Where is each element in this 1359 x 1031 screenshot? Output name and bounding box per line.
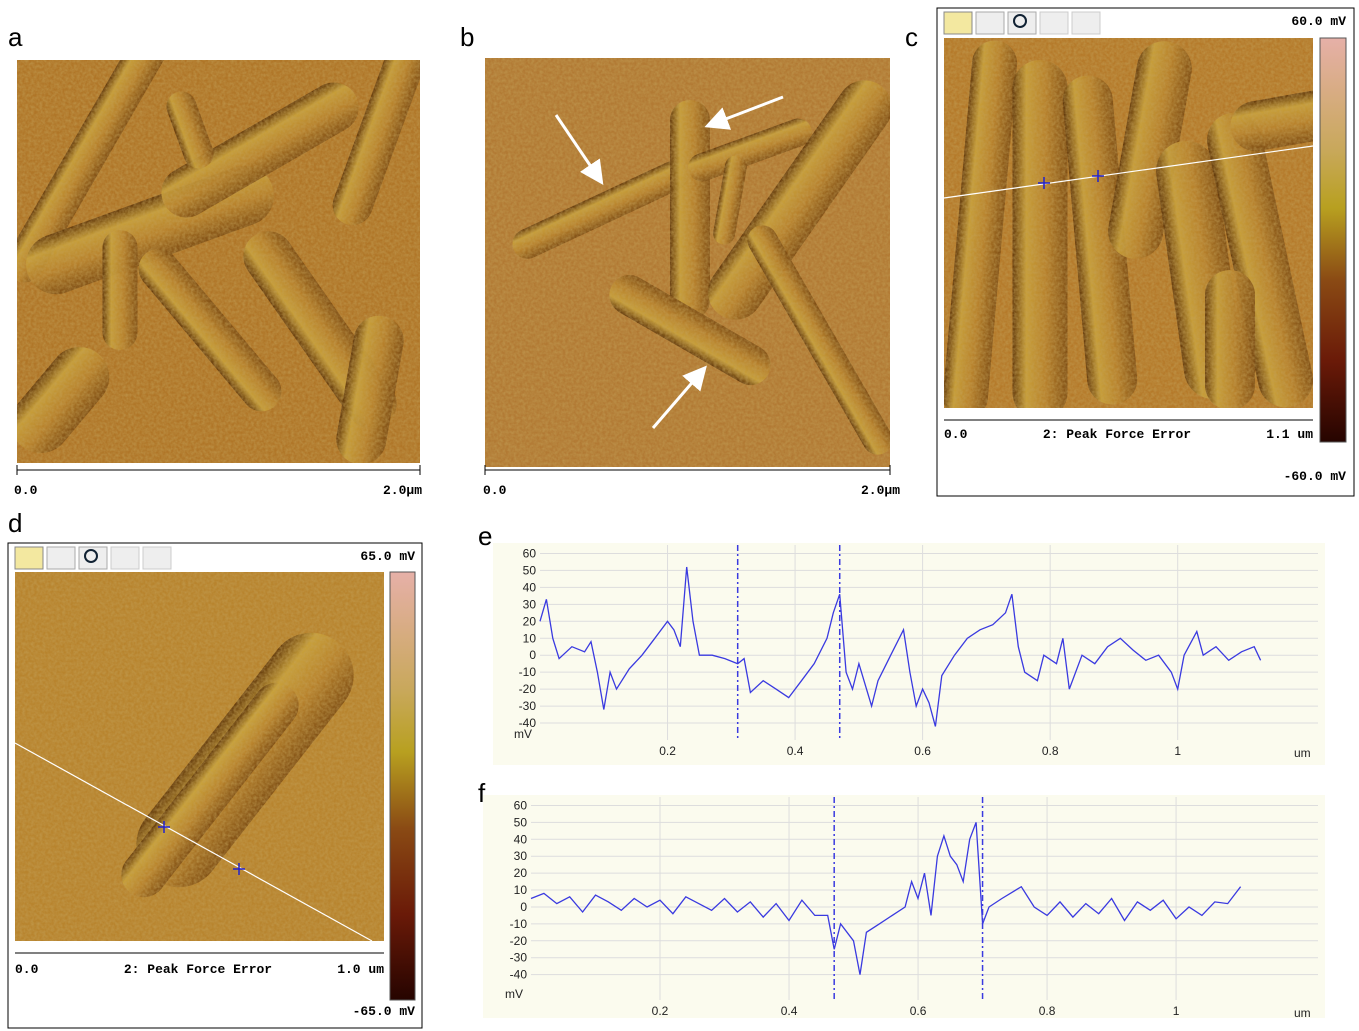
channel: 2: Peak Force Error: [1043, 427, 1191, 442]
x-tick-label: 0.8: [1042, 744, 1059, 758]
y-tick-label: 10: [514, 883, 528, 897]
arrows: [554, 95, 784, 429]
panel-label: c: [905, 22, 918, 52]
cursor-cross: [1038, 170, 1104, 189]
x-tick-label: 0.4: [787, 744, 804, 758]
scale-min: -65.0 mV: [353, 1004, 416, 1019]
scale-min: -60.0 mV: [1284, 469, 1347, 484]
y-tick-label: 20: [514, 866, 528, 880]
tool-button[interactable]: [14, 546, 44, 570]
y-tick-label: 10: [523, 631, 537, 645]
scale-max: 65.0 mV: [360, 549, 415, 564]
arrow: [554, 114, 604, 185]
tool-button[interactable]: [142, 546, 172, 570]
afm-image: [485, 58, 890, 467]
panel-label: f: [478, 778, 486, 808]
x-tick-label: 0.6: [910, 1004, 927, 1018]
y-tick-label: -10: [510, 917, 528, 931]
chart-background: [493, 543, 1325, 765]
x-tick-label: 1: [1174, 744, 1181, 758]
tool-button[interactable]: [943, 11, 973, 35]
afm-image: [15, 572, 384, 941]
x-tick-label: 0.8: [1039, 1004, 1056, 1018]
cursor-cross: [158, 821, 245, 875]
tool-button[interactable]: [46, 546, 76, 570]
x-tick-label: 0.2: [652, 1004, 669, 1018]
arrow: [651, 365, 707, 429]
y-tick-label: 0: [520, 900, 527, 914]
x-tick-label: 0.6: [914, 744, 931, 758]
zoom-icon: [84, 549, 98, 563]
y-axis-label: mV: [505, 987, 523, 1001]
scale-start: 0.0: [483, 483, 507, 498]
arrow: [704, 95, 784, 130]
y-tick-label: -20: [510, 934, 528, 948]
tool-button[interactable]: [110, 546, 140, 570]
zoom-icon: [1013, 14, 1027, 28]
afm-image: [944, 38, 1313, 408]
scale-end: 1.0 um: [337, 962, 384, 977]
profile-line: [530, 822, 1242, 975]
panel-label: a: [8, 22, 23, 52]
color-bar: [1319, 37, 1347, 443]
afm-image: [17, 60, 420, 463]
y-tick-label: 60: [514, 798, 528, 812]
scale-start: 0.0: [14, 483, 38, 498]
y-tick-label: -40: [510, 968, 528, 982]
profile-line: [943, 145, 1314, 199]
texture: [944, 38, 1313, 408]
y-tick-label: 50: [523, 563, 537, 577]
scale-max: 60.0 mV: [1291, 14, 1346, 29]
y-tick-label: 40: [514, 832, 528, 846]
y-axis-label: mV: [514, 727, 532, 741]
channel: 2: Peak Force Error: [124, 962, 272, 977]
y-tick-label: 50: [514, 815, 528, 829]
toolbar: [943, 11, 1101, 35]
panel-label: b: [460, 22, 474, 52]
y-tick-label: -20: [519, 682, 537, 696]
texture: [15, 572, 384, 941]
toolbar: [14, 546, 172, 570]
y-tick-label: 20: [523, 614, 537, 628]
y-tick-label: -30: [519, 699, 537, 713]
scale-start: 0.0: [15, 962, 39, 977]
y-tick-label: 40: [523, 580, 537, 594]
tool-button[interactable]: [1039, 11, 1069, 35]
x-axis-label: um: [1294, 1006, 1311, 1020]
profile-line: [539, 566, 1262, 727]
y-tick-label: 30: [514, 849, 528, 863]
x-tick-label: 0.2: [659, 744, 676, 758]
y-tick-label: -40: [519, 716, 537, 730]
y-tick-label: -10: [519, 665, 537, 679]
texture: [17, 60, 420, 463]
y-tick-label: -30: [510, 951, 528, 965]
color-bar: [389, 571, 416, 1001]
tool-button[interactable]: [1071, 11, 1101, 35]
y-tick-label: 60: [523, 546, 537, 560]
panel-label: e: [478, 521, 492, 551]
profile-line: [14, 742, 373, 942]
scale-end: 1.1 um: [1266, 427, 1313, 442]
x-axis-label: um: [1294, 746, 1311, 760]
panel-label: d: [8, 508, 22, 538]
y-tick-label: 30: [523, 597, 537, 611]
scale-end: 2.0μm: [383, 483, 422, 498]
tool-button[interactable]: [975, 11, 1005, 35]
scale-start: 0.0: [944, 427, 968, 442]
scale-end: 2.0μm: [861, 483, 900, 498]
texture: [485, 58, 890, 467]
y-tick-label: 0: [529, 648, 536, 662]
x-tick-label: 1: [1173, 1004, 1180, 1018]
x-tick-label: 0.4: [781, 1004, 798, 1018]
